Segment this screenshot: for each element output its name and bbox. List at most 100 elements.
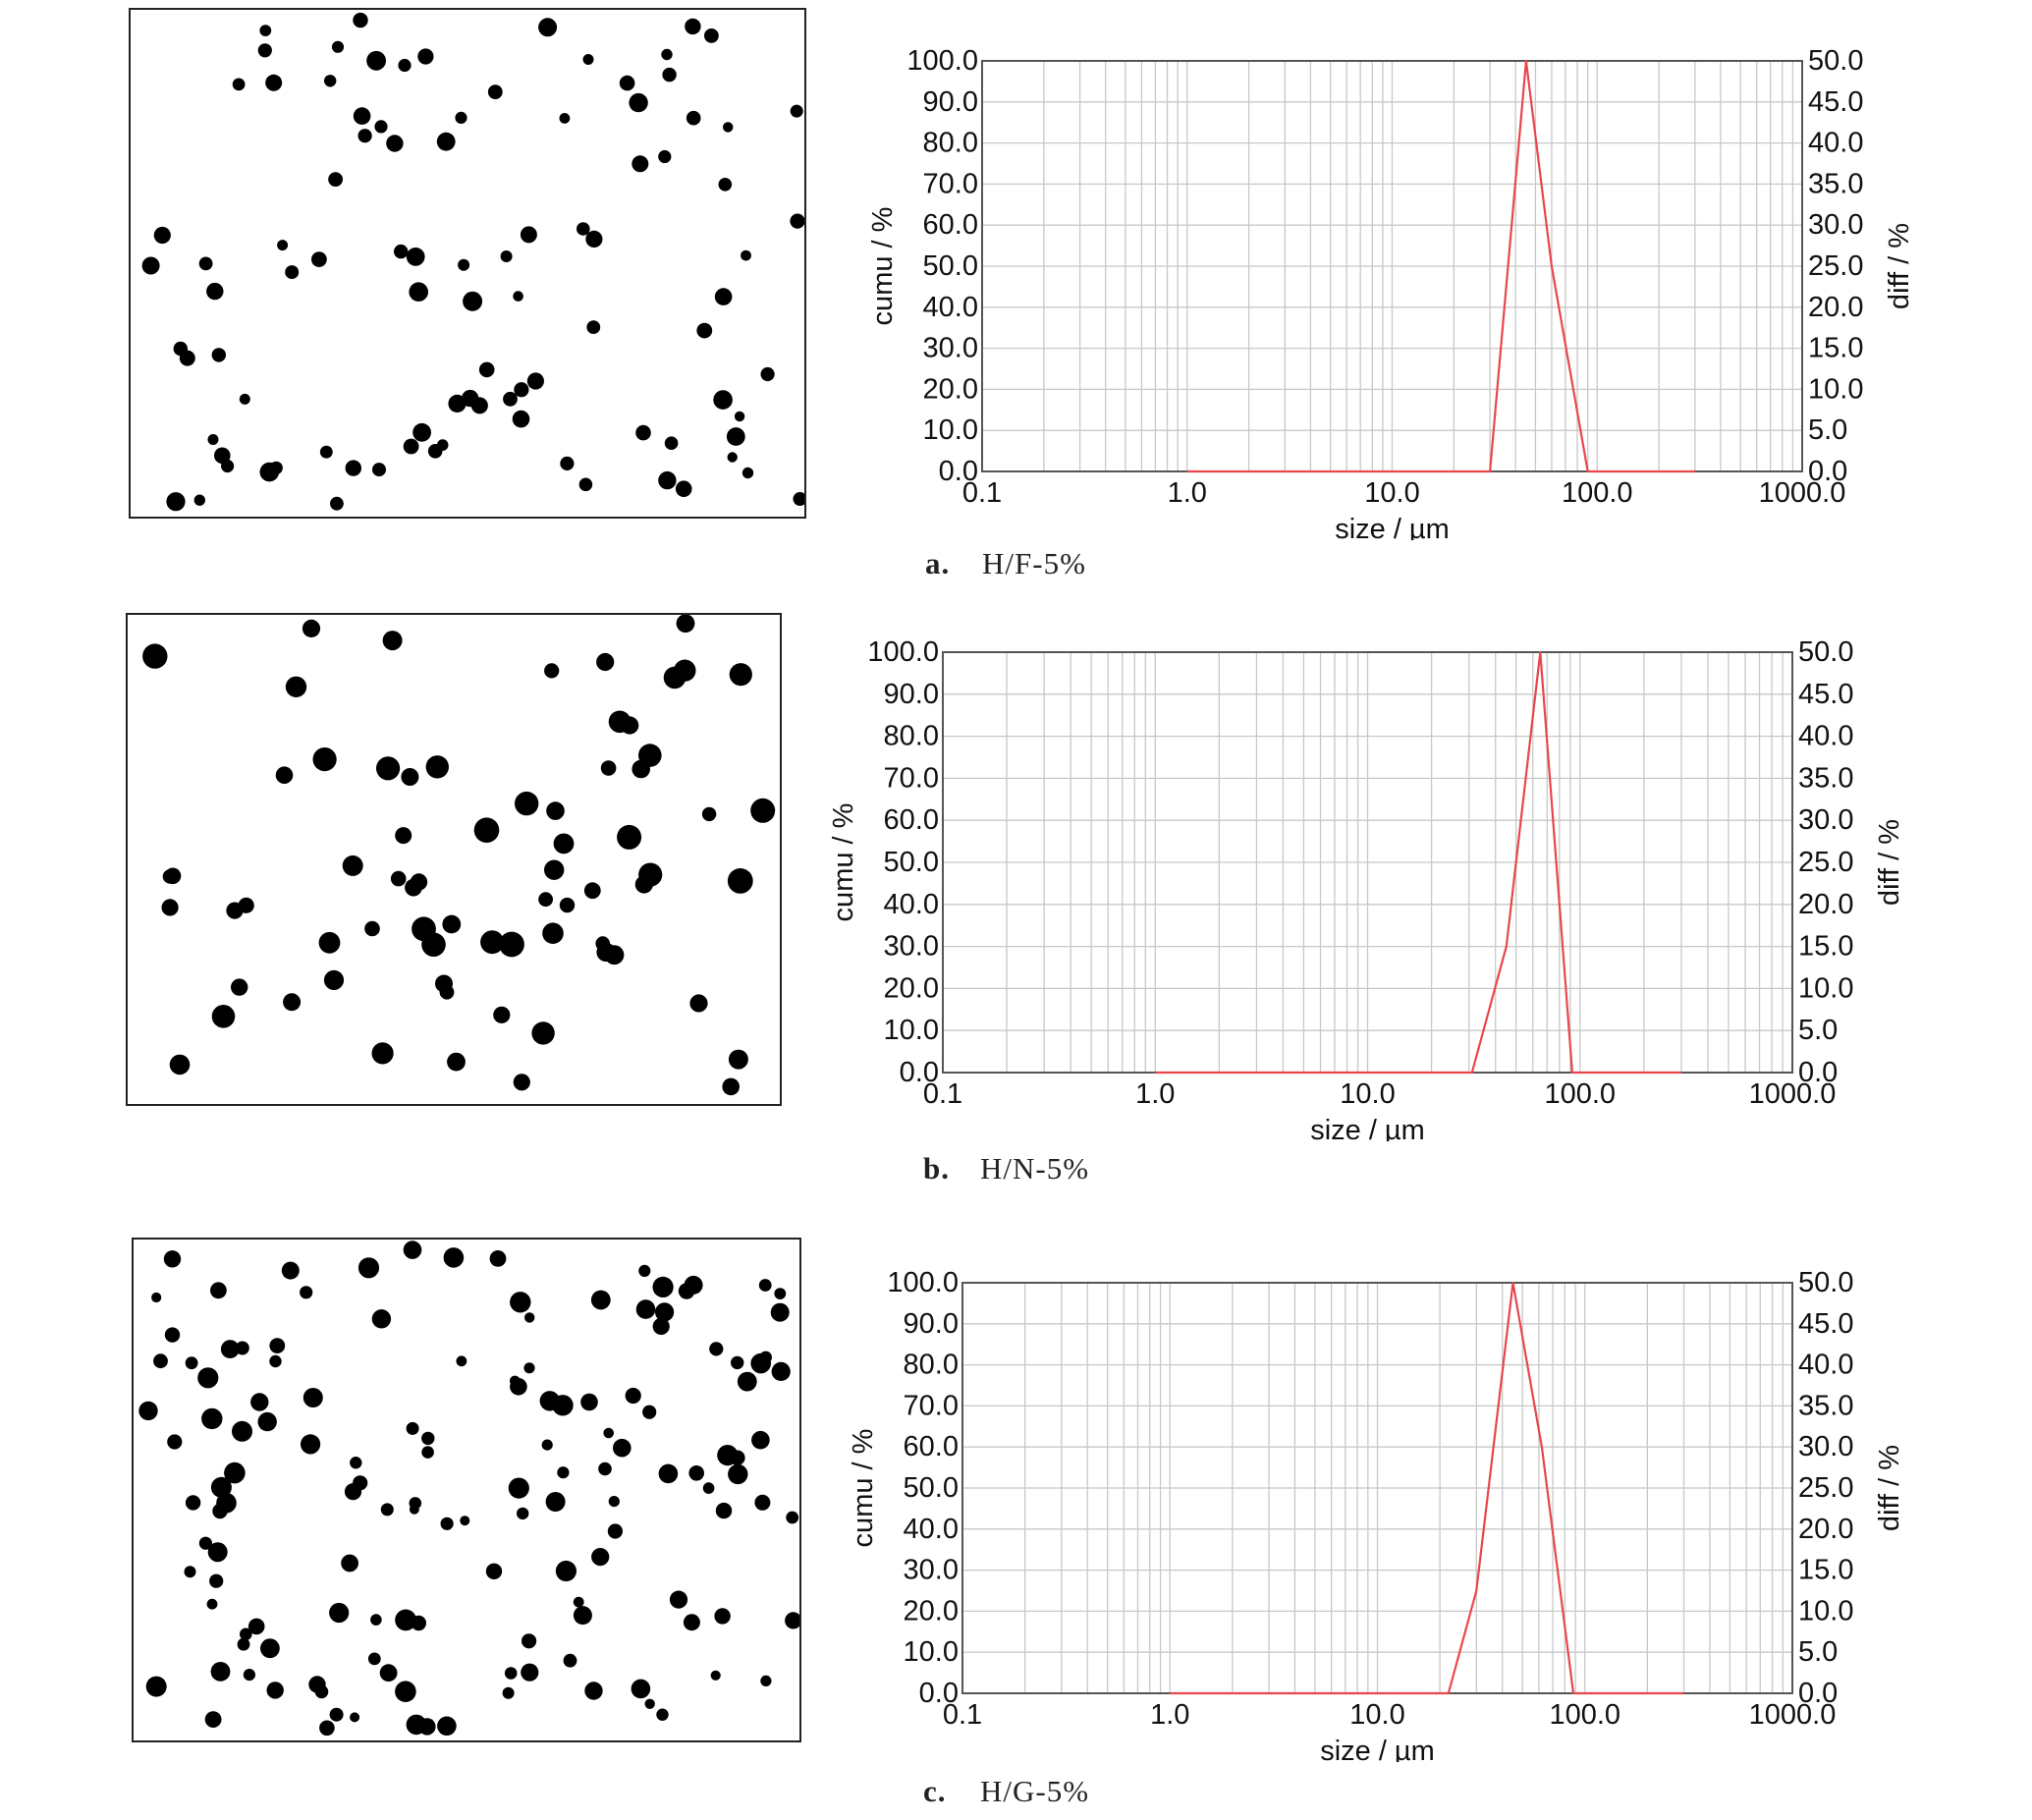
x-tick-label: 100.0 [1544, 1078, 1616, 1110]
particle [198, 1536, 212, 1550]
particle [204, 1711, 222, 1728]
particle [324, 75, 337, 87]
particle [302, 619, 321, 637]
particle [353, 12, 368, 28]
particle [344, 1483, 362, 1501]
y2-tick-label: 35.0 [1798, 762, 1853, 794]
particle [341, 1554, 358, 1572]
particle [206, 1598, 218, 1610]
particle [578, 477, 593, 492]
particle [510, 1292, 531, 1313]
particle [164, 867, 182, 885]
particle [257, 43, 272, 58]
particle [142, 643, 168, 669]
particle [656, 1708, 669, 1721]
particle [500, 250, 513, 262]
x-tick-label: 0.1 [962, 477, 1002, 509]
particle [285, 676, 307, 697]
y-tick-label: 30.0 [884, 931, 939, 963]
particle [269, 461, 283, 475]
y-tick-label: 90.0 [884, 679, 939, 710]
particle [275, 766, 294, 784]
x-tick-label: 0.1 [923, 1078, 962, 1110]
particle [163, 1250, 182, 1268]
particle [207, 1542, 228, 1563]
particle [209, 1573, 224, 1588]
particle [531, 1021, 555, 1045]
particle [686, 110, 701, 126]
particle [723, 122, 734, 133]
particle [193, 494, 205, 506]
particle [138, 1401, 158, 1421]
particle [590, 1290, 611, 1310]
particle [689, 994, 708, 1013]
y-tick-label: 0.0 [900, 1057, 939, 1088]
y2-tick-label: 10.0 [1798, 972, 1853, 1004]
particle [153, 226, 171, 245]
particle [211, 1005, 236, 1028]
particle [552, 1395, 574, 1416]
particle [544, 859, 565, 880]
particle [608, 1496, 620, 1508]
particle [751, 1430, 770, 1450]
particle [559, 897, 576, 913]
y-tick-label: 30.0 [904, 1555, 959, 1586]
y-tick-label: 20.0 [923, 373, 978, 405]
particle [727, 452, 738, 463]
particle [613, 1438, 632, 1458]
particle [345, 460, 361, 476]
particle [141, 256, 160, 275]
particle [220, 1340, 240, 1358]
particle [153, 1353, 168, 1369]
particle [619, 75, 635, 91]
particle [406, 248, 425, 266]
particle [771, 1361, 791, 1381]
particle [544, 663, 560, 679]
particle [717, 1445, 739, 1466]
particle [232, 1420, 252, 1442]
particle [634, 875, 653, 894]
micrograph-image [132, 1238, 801, 1742]
particle [517, 1507, 529, 1520]
y2-tick-label: 30.0 [1798, 1431, 1853, 1462]
y-tick-label: 10.0 [884, 1015, 939, 1046]
particle [631, 1679, 651, 1699]
particle [522, 1633, 537, 1649]
y2-tick-label: 10.0 [1798, 1595, 1853, 1627]
particle [311, 251, 327, 267]
y-axis-label: cumu / % [848, 1429, 879, 1548]
particle [520, 226, 537, 244]
particle [447, 1052, 466, 1072]
particle [585, 230, 603, 248]
particle [265, 74, 283, 91]
particle [277, 240, 289, 251]
particle [726, 427, 745, 446]
panel-a: 0.0 10.0 20.0 30.0 40.0 50.0 60.0 70.0 80.0 90.0 1… [0, 0, 2032, 606]
particle [502, 1686, 515, 1699]
x-tick-label: 10.0 [1364, 477, 1419, 509]
particle [704, 28, 719, 43]
particle [663, 666, 686, 689]
y2-tick-label: 40.0 [1798, 721, 1853, 752]
y-tick-label: 50.0 [923, 250, 978, 282]
y2-tick-label: 20.0 [1798, 1514, 1853, 1545]
particle [257, 1411, 277, 1432]
particle [617, 824, 642, 850]
particle [485, 1563, 503, 1579]
particle [331, 40, 345, 53]
panel-label: H/G-5% [980, 1774, 1090, 1808]
particle [350, 1457, 362, 1469]
particle [232, 78, 246, 91]
particle [715, 1502, 733, 1519]
particle [367, 1652, 381, 1666]
particle [437, 1716, 457, 1737]
particle [515, 791, 539, 816]
particle [504, 1667, 518, 1680]
y2-tick-label: 0.0 [1808, 456, 1847, 487]
y2-tick-label: 45.0 [1798, 1308, 1853, 1340]
x-tick-label: 10.0 [1340, 1078, 1395, 1110]
particle [418, 1718, 436, 1736]
panel-letter: b. [923, 1151, 950, 1186]
particle [644, 1698, 655, 1709]
particle [169, 1054, 191, 1075]
